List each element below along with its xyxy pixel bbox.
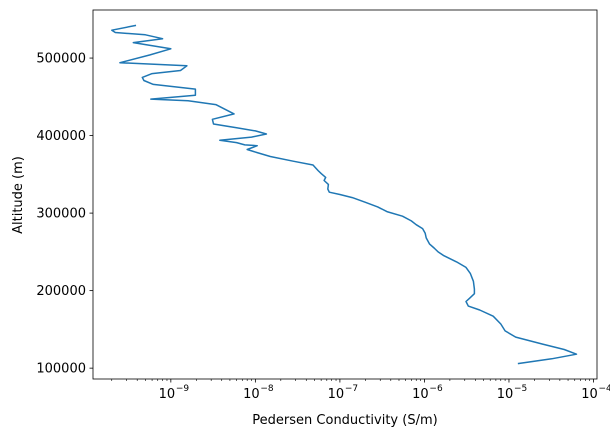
y-axis-ticks: 100000 200000 300000 400000 500000 [36, 52, 93, 377]
x-tick-exponent: −7 [345, 384, 358, 394]
x-tick-label: 10 [159, 387, 176, 402]
x-tick-label: 10 [328, 387, 345, 402]
x-tick-label: 10 [412, 387, 429, 402]
y-tick-label: 100000 [36, 362, 86, 377]
series-line [111, 24, 578, 365]
y-tick-label: 200000 [36, 284, 86, 299]
x-tick-label: 10 [243, 387, 260, 402]
plot-frame [92, 9, 598, 380]
x-tick-exponent: −4 [599, 384, 610, 394]
x-tick-label: 10 [497, 387, 514, 402]
x-tick-exponent: −6 [429, 384, 443, 394]
series-layer [111, 24, 578, 365]
x-axis-label: Pedersen Conductivity (S/m) [252, 413, 437, 428]
x-tick-exponent: −5 [514, 384, 527, 394]
y-axis-label: Altitude (m) [11, 156, 26, 234]
x-tick-exponent: −8 [260, 384, 274, 394]
x-tick-label: 10 [581, 387, 598, 402]
y-tick-label: 500000 [36, 52, 86, 67]
y-tick-label: 300000 [36, 207, 86, 222]
y-tick-label: 400000 [36, 129, 86, 144]
x-axis-ticks: 10 −9 10 −8 10 −7 10 −6 10 −5 10 −4 [111, 379, 610, 402]
x-tick-exponent: −9 [176, 384, 190, 394]
